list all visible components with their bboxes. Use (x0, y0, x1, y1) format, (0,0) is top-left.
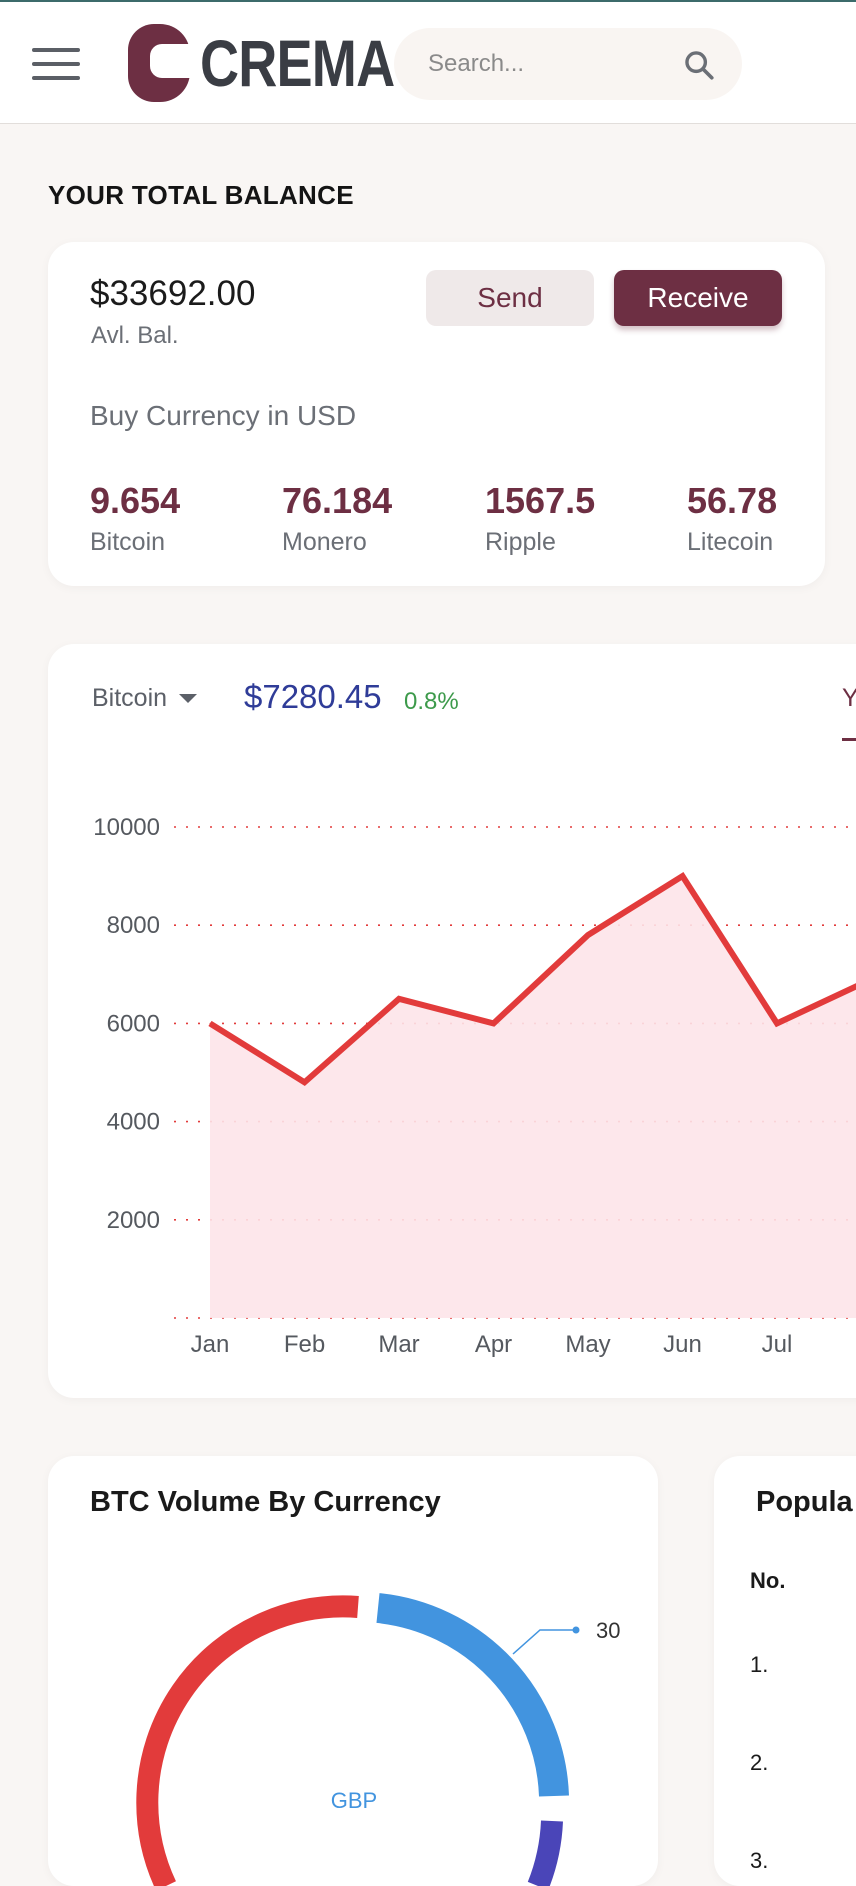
donut-segment-blue (376, 1593, 569, 1797)
x-tick-label: Mar (378, 1331, 419, 1358)
logo[interactable]: CREMA (128, 22, 437, 104)
coin-name: Bitcoin (90, 528, 166, 556)
data-point (304, 1081, 305, 1083)
callout-dot (572, 1626, 580, 1634)
top-accent-line (0, 0, 856, 2)
buy-currency-title: Buy Currency in USD (90, 400, 357, 431)
receive-button[interactable]: Receive (614, 270, 782, 326)
app-header: CREMA (0, 2, 856, 124)
menu-icon[interactable] (32, 48, 80, 80)
series-line (208, 871, 856, 1087)
search-icon[interactable] (682, 48, 716, 82)
x-tick-label: Jul (762, 1331, 793, 1358)
coin-value: 9.654 (90, 480, 181, 521)
rank-3: 3. (750, 1848, 769, 1873)
coin-name: Monero (282, 528, 367, 556)
x-tick-label: Apr (475, 1331, 512, 1358)
area-fill (210, 876, 856, 1318)
coin-name: Litecoin (687, 528, 774, 556)
data-point (209, 1022, 211, 1024)
rank-2: 2. (750, 1750, 769, 1775)
coin-select[interactable]: Bitcoin (92, 684, 198, 713)
coin-value: 56.78 (687, 480, 778, 521)
coin-litecoin[interactable]: 56.78 Litecoin (687, 480, 777, 557)
y-tick-label: 2000 (107, 1207, 160, 1234)
logo-mark-icon (128, 24, 190, 102)
coin-monero[interactable]: 76.184 Monero (282, 480, 392, 557)
column-header-no: No. (750, 1568, 786, 1593)
chevron-down-icon (179, 694, 198, 703)
coin-value: 1567.5 (485, 480, 596, 521)
data-point (776, 1022, 778, 1024)
price-change: 0.8% (404, 688, 459, 715)
coin-ripple[interactable]: 1567.5 Ripple (485, 480, 595, 557)
rank-1: 1. (750, 1652, 769, 1677)
y-tick-label: 10000 (93, 814, 160, 841)
data-point (398, 998, 400, 1000)
donut-segment-indigo (527, 1820, 563, 1886)
section-title: YOUR TOTAL BALANCE (48, 180, 354, 210)
coin-select-label: Bitcoin (92, 684, 168, 712)
coin-price: $7280.45 (244, 678, 382, 715)
balance-amount: $33692.00 (90, 274, 256, 313)
donut-center-label: GBP (331, 1788, 377, 1813)
x-tick-label: Jun (663, 1331, 702, 1358)
callout-line (512, 1629, 576, 1655)
search-input[interactable] (428, 46, 678, 82)
volume-title: BTC Volume By Currency (90, 1486, 441, 1518)
data-point (587, 934, 589, 936)
y-tick-label: 6000 (107, 1010, 160, 1037)
coin-bitcoin[interactable]: 9.654 Bitcoin (90, 480, 180, 557)
tab-active-indicator (842, 738, 856, 741)
donut-segment-red (136, 1595, 359, 1886)
btc-volume-card: BTC Volume By Currency GBP 30 (48, 1456, 658, 1886)
price-area-chart: 2000 4000 6000 8000 10000 Jan Feb Mar Apr May Jun J… (93, 814, 856, 1358)
coin-value: 76.184 (282, 480, 393, 521)
balance-card: $33692.00 Avl. Bal. Send Receive Buy Cur… (48, 242, 825, 586)
x-tick-label: Jan (191, 1331, 230, 1358)
data-point (493, 1022, 494, 1024)
data-point (682, 875, 683, 877)
popular-title: Popula (756, 1486, 853, 1518)
logo-text: CREMA (200, 26, 395, 100)
coin-name: Ripple (485, 528, 556, 556)
y-tick-label: 8000 (107, 912, 160, 939)
popular-coins-card: Popula No. 1. 2. 3. (714, 1456, 856, 1886)
send-button[interactable]: Send (426, 270, 594, 326)
balance-label: Avl. Bal. (91, 322, 179, 349)
x-tick-label: May (565, 1331, 610, 1358)
search-box (394, 28, 742, 100)
callout-value: 30 (596, 1618, 620, 1643)
volume-donut-chart: GBP 30 (136, 1593, 620, 1886)
price-chart-card: Bitcoin $7280.45 0.8% Y 2000 4000 6000 8000… (48, 644, 856, 1398)
y-tick-label: 4000 (107, 1109, 160, 1136)
x-tick-label: Feb (284, 1331, 325, 1358)
tab-period[interactable]: Y (842, 684, 856, 712)
